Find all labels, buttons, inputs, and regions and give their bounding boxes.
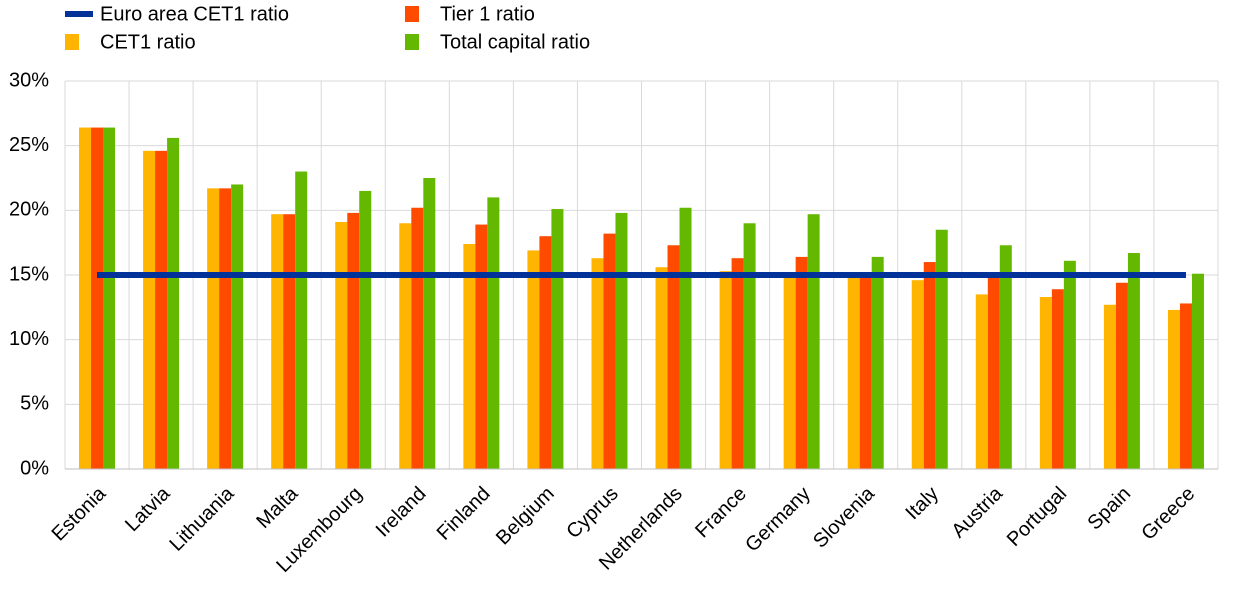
bar <box>539 236 552 469</box>
bar <box>935 229 948 469</box>
y-tick-label: 10% <box>9 328 49 350</box>
bar <box>283 214 296 469</box>
bar <box>463 243 476 469</box>
bar <box>1127 253 1140 469</box>
bar <box>527 250 540 469</box>
bar <box>91 127 104 469</box>
bar <box>591 258 604 469</box>
bar <box>911 280 924 469</box>
bar <box>295 171 308 470</box>
x-tick-label: Lithuania <box>165 482 239 556</box>
x-tick-label: Portugal <box>1003 483 1071 551</box>
x-tick-label: Germany <box>741 483 815 557</box>
bar <box>423 178 436 469</box>
bar <box>731 258 744 469</box>
bar <box>1179 303 1192 469</box>
bar <box>667 245 680 469</box>
bar <box>143 150 156 469</box>
bar <box>475 224 488 469</box>
x-tick-label: Greece <box>1137 483 1199 545</box>
bar <box>975 294 988 469</box>
bar <box>603 233 616 469</box>
bar <box>347 212 360 470</box>
bar <box>103 127 116 469</box>
bar <box>871 256 884 469</box>
x-tick-label: Austria <box>948 482 1008 542</box>
bar <box>411 207 424 469</box>
x-tick-label: Belgium <box>492 483 559 550</box>
bar <box>167 137 180 469</box>
x-tick-label: Italy <box>902 483 943 524</box>
x-tick-label: Finland <box>433 483 495 545</box>
x-tick-label: Slovenia <box>809 482 879 552</box>
bar <box>271 214 284 469</box>
y-tick-label: 25% <box>9 134 49 156</box>
legend-label: Total capital ratio <box>440 31 590 53</box>
bar <box>655 267 668 469</box>
legend-swatch <box>405 6 419 22</box>
bar <box>551 209 564 470</box>
bar <box>79 127 92 469</box>
bar <box>679 207 692 469</box>
legend-label: Tier 1 ratio <box>440 3 535 25</box>
y-tick-label: 0% <box>20 457 49 479</box>
bar <box>1103 304 1116 469</box>
x-tick-label: Spain <box>1083 483 1135 535</box>
legend-label: Euro area CET1 ratio <box>100 3 289 25</box>
x-tick-label: Ireland <box>372 483 431 542</box>
bar <box>999 245 1012 469</box>
bar <box>719 271 732 469</box>
y-tick-label: 15% <box>9 263 49 285</box>
legend-swatch <box>65 11 93 17</box>
bar <box>487 197 500 469</box>
bar <box>1039 296 1052 469</box>
bar <box>219 188 232 469</box>
y-tick-label: 30% <box>9 69 49 91</box>
bar <box>1167 309 1180 469</box>
bar <box>795 256 808 469</box>
bar <box>359 190 372 469</box>
bar <box>399 223 412 469</box>
bar <box>207 188 220 469</box>
bar <box>987 275 1000 469</box>
bar <box>847 276 860 469</box>
x-tick-label: Cyprus <box>562 483 622 543</box>
x-tick-label: Estonia <box>48 482 111 545</box>
y-tick-label: 20% <box>9 199 49 221</box>
y-tick-label: 5% <box>20 393 49 415</box>
legend-label: CET1 ratio <box>100 31 196 53</box>
bar <box>783 272 796 469</box>
bar <box>743 223 756 469</box>
legend-swatch <box>65 34 79 50</box>
bar <box>1191 273 1204 469</box>
legend-swatch <box>405 34 419 50</box>
x-tick-label: Malta <box>252 482 303 533</box>
x-tick-label: Latvia <box>121 482 175 536</box>
bar <box>923 262 936 469</box>
x-tick-label: France <box>691 483 751 543</box>
bar <box>1063 260 1076 469</box>
bar <box>231 184 244 469</box>
bar <box>335 221 348 469</box>
bar <box>1115 282 1128 469</box>
bar <box>1051 289 1064 469</box>
bar <box>807 214 820 469</box>
bar <box>859 276 872 469</box>
bar <box>615 212 628 470</box>
bar <box>155 150 168 469</box>
